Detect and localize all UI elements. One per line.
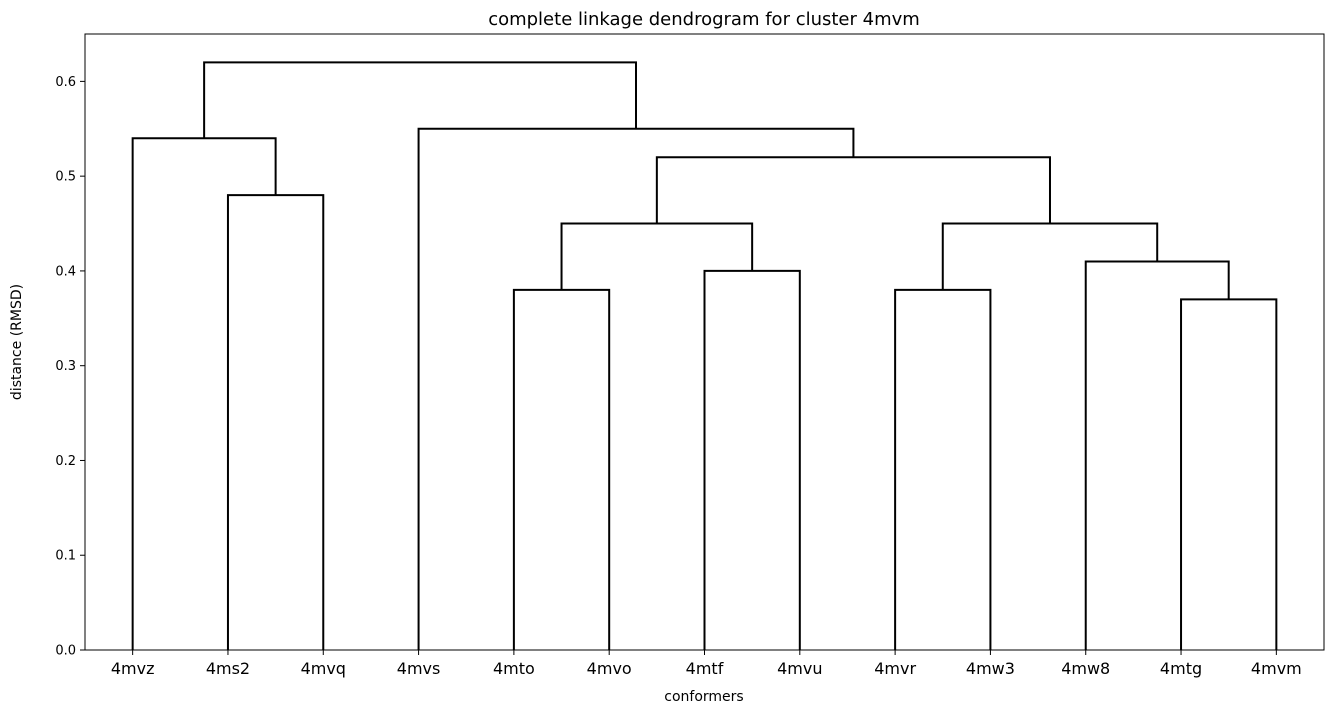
dendrogram-link-2 [512,288,611,650]
leaf-label-4mw8: 4mw8 [1061,659,1110,678]
y-tick-label: 0.1 [55,549,76,564]
x-axis: 4mvz 4ms2 4mvq 4mvs 4mto 4mvo 4mtf 4mvu 4mvr 4mw3… [111,650,1302,678]
y-axis-label: distance (RMSD) [9,284,25,400]
dendrogram-link-3 [894,288,992,650]
dendrogram-link-11 [417,127,855,650]
dendrogram-link-4 [703,269,801,650]
y-tick-label: 0.2 [55,454,76,469]
dendrogram-link-9 [655,156,1051,224]
leaf-label-4mtf: 4mtf [686,659,724,678]
chart-title: complete linkage dendrogram for cluster … [488,9,920,30]
dendrogram-link-8 [226,194,325,650]
leaf-label-4mvu: 4mvu [777,659,822,678]
dendrogram-link-6 [560,222,754,290]
leaf-label-4mvq: 4mvq [301,659,346,678]
dendrogram-link-5 [1084,260,1230,650]
dendrogram-link-7 [941,222,1159,290]
y-tick-label: 0.0 [55,644,76,659]
y-tick-label: 0.5 [55,170,76,185]
dendrogram-link-1 [1180,298,1278,650]
leaf-label-4mvo: 4mvo [587,659,632,678]
leaf-label-4mvz: 4mvz [111,659,155,678]
leaf-label-4mw3: 4mw3 [966,659,1015,678]
x-axis-label: conformers [664,689,743,705]
leaf-label-4mvm: 4mvm [1251,659,1302,678]
y-tick-label: 0.3 [55,359,76,374]
leaf-label-4mto: 4mto [493,659,535,678]
y-tick-label: 0.4 [55,264,76,279]
leaf-label-4mtg: 4mtg [1160,659,1202,678]
leaf-label-4mvs: 4mvs [397,659,441,678]
leaf-label-4mvr: 4mvr [874,659,916,678]
dendrogram-link-10 [131,137,277,650]
dendrogram-link-12 [203,61,637,139]
y-axis: 0.0 0.1 0.2 0.3 0.4 0.5 0.6 [55,75,85,659]
y-tick-label: 0.6 [55,75,76,90]
dendrogram-links [131,61,1278,650]
leaf-label-4ms2: 4ms2 [206,659,250,678]
